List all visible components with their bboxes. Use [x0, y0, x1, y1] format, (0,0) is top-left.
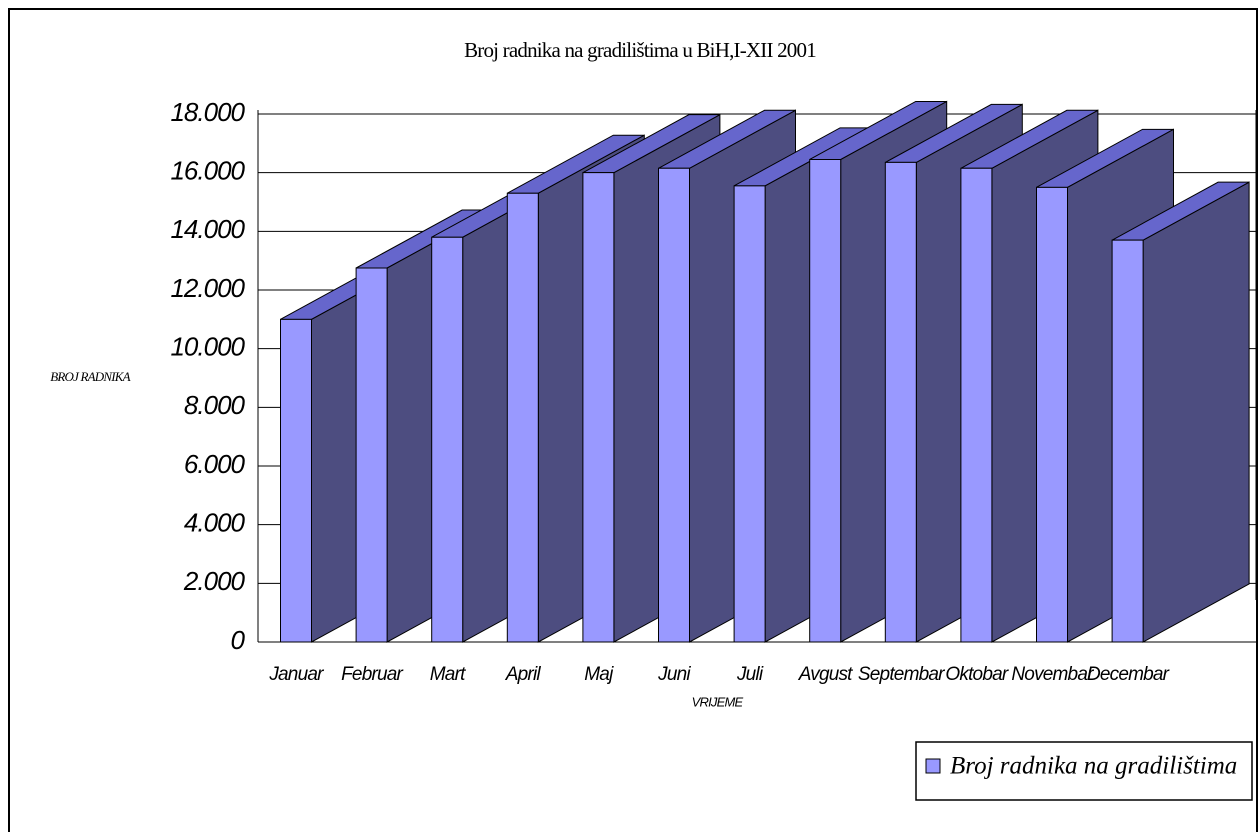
x-tick-label: Juni: [657, 664, 691, 685]
bar-front: [506, 192, 539, 643]
x-axis-title: VRIJEME: [692, 694, 744, 709]
bar-side: [1142, 181, 1250, 643]
x-tick-label: Oktobar: [945, 664, 1008, 685]
y-tick-label: 0: [231, 625, 246, 655]
y-tick-label: 12.000: [170, 273, 245, 303]
bar-front: [1111, 239, 1144, 643]
x-tick-label: Maj: [584, 664, 614, 685]
x-tick-label: Juli: [736, 664, 764, 685]
bar-front: [884, 161, 917, 643]
x-tick-label: Avgust: [798, 664, 853, 685]
y-axis-title: BROJ RADNIKA: [50, 369, 130, 384]
y-tick-label: 16.000: [170, 156, 245, 186]
y-tick-label: 4.000: [184, 508, 246, 538]
bar-front: [280, 318, 312, 643]
x-tick-label: Februar: [341, 664, 403, 685]
legend-label: Broj radnika na gradilištima: [950, 753, 1237, 780]
bar-front: [431, 236, 464, 643]
y-tick-label: 8.000: [184, 390, 246, 420]
bar-front: [960, 167, 993, 643]
x-tick-label: April: [505, 664, 542, 685]
legend: [915, 741, 1253, 801]
bar-front: [355, 267, 388, 643]
y-tick-label: 10.000: [170, 332, 245, 362]
bar-front: [733, 185, 766, 643]
x-tick-label: Decembar: [1087, 664, 1170, 685]
chart-title: Broj radnika na gradilištima u BiH,I-XII…: [464, 38, 816, 62]
x-tick-label: Mart: [430, 664, 466, 685]
bar-front: [809, 158, 842, 643]
y-tick-label: 14.000: [170, 214, 245, 244]
bar: [1111, 181, 1250, 643]
bar-front: [658, 167, 690, 643]
y-tick-label: 18.000: [170, 97, 245, 127]
y-tick-label: 6.000: [184, 449, 246, 479]
x-tick-label: Septembar: [858, 664, 945, 685]
y-tick-label: 2.000: [183, 566, 246, 596]
legend-swatch: [925, 758, 941, 774]
x-tick-label: Januar: [268, 664, 324, 685]
bar-front: [1036, 186, 1068, 643]
bar-front: [582, 172, 615, 643]
x-tick-label: Novembar: [1011, 664, 1094, 685]
